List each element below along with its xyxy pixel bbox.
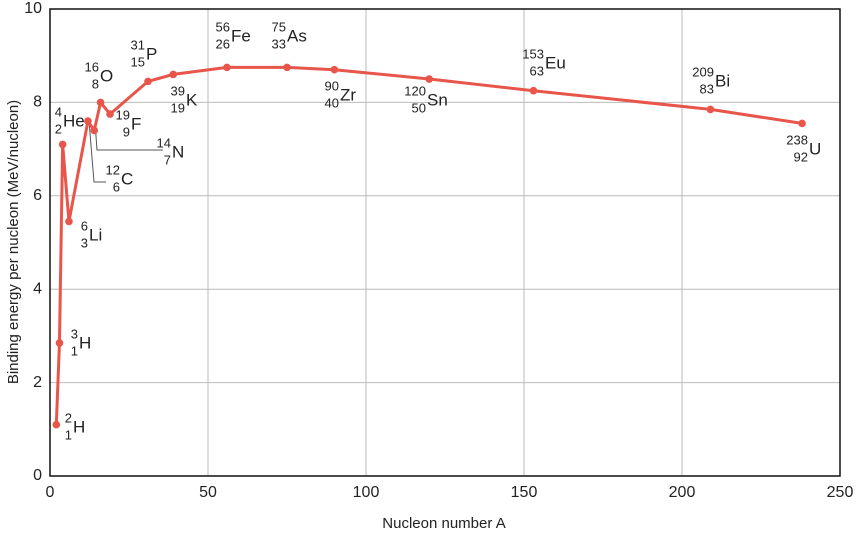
data-point	[84, 117, 92, 125]
leader-line	[88, 120, 106, 183]
atomic-number: 1	[65, 427, 72, 442]
atomic-number: 3	[81, 235, 88, 250]
x-tick-label: 50	[199, 484, 217, 501]
data-point	[169, 70, 178, 79]
atomic-number: 50	[412, 100, 426, 115]
atomic-number: 19	[171, 100, 185, 115]
element-symbol: O	[100, 66, 113, 85]
element-symbol: Zr	[340, 85, 356, 104]
element-symbol: Bi	[715, 71, 730, 90]
data-point	[106, 110, 114, 118]
element-symbol: Eu	[545, 53, 566, 72]
element-symbol: U	[809, 139, 821, 158]
data-point	[706, 105, 715, 114]
x-tick-label: 100	[353, 484, 380, 501]
mass-number: 209	[692, 64, 714, 79]
element-symbol: Li	[89, 225, 102, 244]
curve	[54, 65, 803, 425]
data-point	[65, 217, 73, 226]
y-tick-label: 10	[24, 0, 42, 17]
data-point	[52, 420, 61, 429]
atomic-number: 83	[700, 81, 714, 96]
atomic-number: 40	[325, 95, 339, 110]
x-tick-label: 250	[827, 484, 854, 501]
atomic-number: 26	[216, 36, 230, 51]
element-symbol: As	[287, 26, 307, 45]
element-symbol: Fe	[231, 26, 251, 45]
y-tick-label: 8	[33, 94, 42, 111]
atomic-number: 92	[794, 149, 808, 164]
mass-number: 4	[55, 104, 62, 119]
element-symbol: N	[172, 142, 184, 161]
element-symbol: P	[146, 44, 157, 63]
mass-number: 90	[325, 78, 339, 93]
data-point	[96, 98, 105, 107]
mass-number: 12	[106, 162, 120, 177]
atomic-number: 9	[123, 124, 130, 139]
atomic-number: 33	[272, 36, 286, 51]
data-point	[798, 119, 806, 128]
mass-number: 153	[522, 46, 544, 61]
data-point	[55, 339, 64, 347]
x-tick-label: 150	[511, 484, 538, 501]
data-point	[283, 63, 291, 72]
data-point	[425, 75, 434, 83]
x-tick-label: 200	[669, 484, 696, 501]
data-point	[330, 65, 339, 74]
atomic-number: 8	[92, 76, 99, 91]
y-axis-label: Binding energy per nucleon (MeV/nucleon)	[5, 100, 22, 384]
atomic-number: 63	[530, 63, 544, 78]
data-point	[529, 86, 538, 95]
atomic-number: 7	[164, 152, 171, 167]
mass-number: 19	[116, 107, 130, 122]
y-tick-label: 0	[33, 467, 42, 484]
element-symbol: He	[63, 111, 85, 130]
mass-number: 6	[81, 218, 88, 233]
atomic-number: 6	[113, 179, 120, 194]
atomic-number: 15	[131, 54, 145, 69]
element-symbol: Sn	[427, 90, 448, 109]
mass-number: 238	[786, 132, 808, 147]
mass-number: 75	[272, 19, 286, 34]
element-symbol: C	[121, 169, 133, 188]
mass-number: 14	[157, 135, 171, 150]
data-point	[58, 140, 67, 149]
data-point	[223, 63, 231, 72]
element-symbol: F	[131, 114, 141, 133]
y-tick-label: 4	[33, 280, 42, 297]
data-point	[144, 77, 152, 86]
x-axis-label: Nucleon number A	[382, 515, 505, 532]
mass-number: 31	[131, 37, 145, 52]
element-symbol: H	[73, 417, 85, 436]
mass-number: 3	[71, 326, 78, 341]
plot-frame	[49, 8, 841, 477]
atomic-number: 1	[71, 343, 78, 358]
data-point	[90, 126, 99, 135]
atomic-number: 2	[55, 121, 62, 136]
mass-number: 56	[216, 19, 230, 34]
x-tick-label: 0	[46, 484, 55, 501]
element-symbol: H	[79, 333, 91, 352]
y-tick-label: 6	[33, 187, 42, 204]
element-symbol: K	[186, 90, 198, 109]
y-tick-label: 2	[33, 374, 42, 391]
mass-number: 39	[171, 83, 185, 98]
mass-number: 120	[404, 83, 426, 98]
mass-number: 16	[85, 59, 99, 74]
mass-number: 2	[65, 410, 72, 425]
